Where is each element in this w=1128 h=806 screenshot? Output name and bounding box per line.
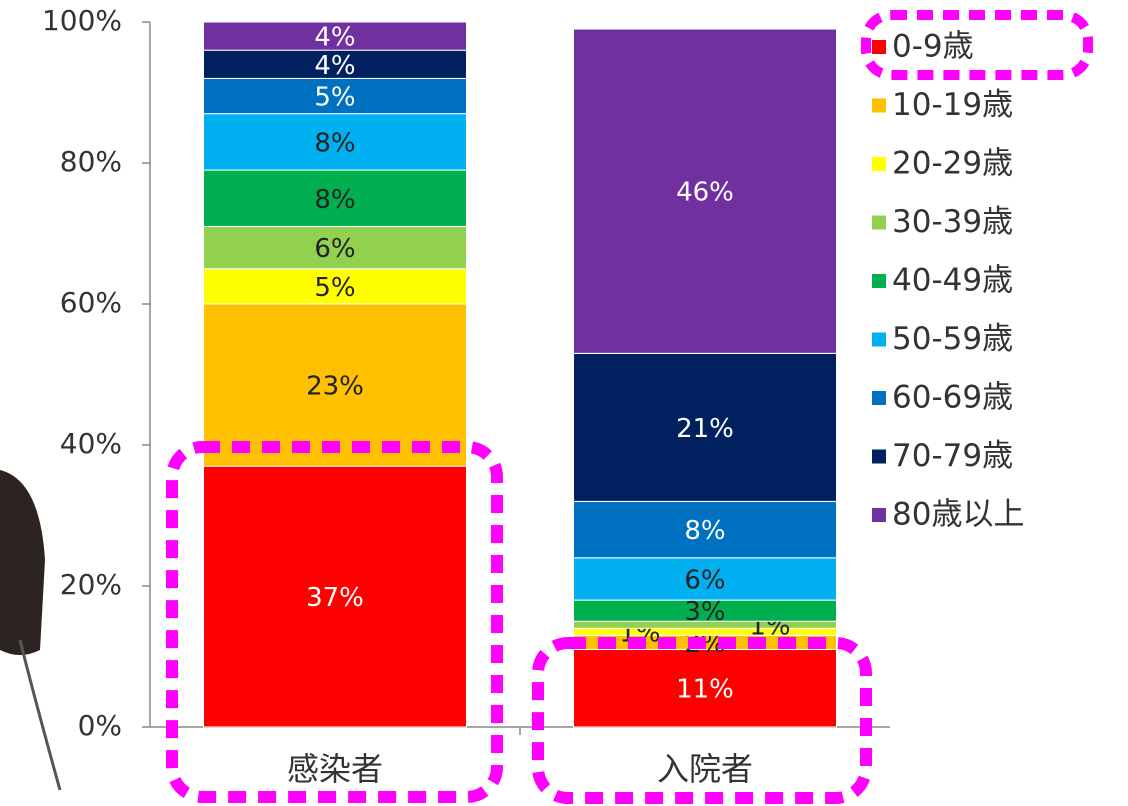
value-label: 8% [684,516,725,546]
highlight-box [166,441,503,803]
bar-segment [203,268,467,305]
bar-segment [203,465,467,728]
y-tick-label: 0% [78,709,122,742]
bar-segment [573,648,837,728]
legend-label: 10-19歳 [892,87,1013,123]
illustration [0,470,45,655]
value-label: 23% [306,372,364,402]
illustration-cord [18,639,62,791]
value-label: 3% [684,597,725,627]
legend-label: 0-9歳 [892,29,974,65]
value-label: 5% [314,83,355,113]
value-label: 5% [314,273,355,303]
legend-swatch [872,157,886,171]
legend-label: 70-79歳 [892,438,1013,474]
value-label: 46% [676,178,734,208]
y-tick-label: 60% [60,286,122,319]
bar-segment [573,627,837,636]
y-tick-label: 100% [42,4,122,37]
legend-swatch [872,332,886,347]
bar-segment [203,169,467,227]
bar-segment [573,557,837,601]
bar-segment [203,225,467,270]
bar-segment [203,21,467,51]
value-label: 8% [314,128,355,158]
legend-swatch [872,391,886,405]
x-tick-label: 感染者 [287,750,383,788]
legend-label: 80歳以上 [892,497,1024,533]
legend-label: 50-59歳 [892,321,1013,357]
value-label: 21% [676,414,734,444]
bar-segment [573,28,837,354]
legend-label: 30-39歳 [892,204,1013,240]
legend-swatch [872,98,886,113]
bar-segment [573,352,837,502]
value-label: 37% [306,583,364,613]
x-tick-label: 入院者 [657,750,753,788]
y-tick-label: 80% [60,145,122,178]
legend-swatch [872,449,886,464]
bar-segment [203,303,467,467]
highlight-box [532,637,872,804]
plot-area: 0%20%40%60%80%100%感染者37%23%5%6%8%8%5%4%4… [42,4,1025,788]
highlight-box [861,10,1093,80]
legend-swatch [872,274,886,288]
legend-label: 20-29歳 [892,146,1013,182]
value-label: 6% [684,565,725,595]
value-label: 4% [314,23,355,53]
legend-swatch [872,508,886,522]
legend-swatch [872,215,886,230]
legend-label: 40-49歳 [892,263,1013,299]
value-label: 4% [314,51,355,81]
bar-segment [203,49,467,79]
value-label: 6% [314,234,355,264]
y-tick-label: 40% [60,427,122,460]
bar-segment [573,500,837,559]
legend-label: 60-69歳 [892,380,1013,416]
y-tick-label: 20% [60,568,122,601]
value-label: 11% [676,675,734,705]
legend-swatch [872,40,886,54]
value-label: 8% [314,185,355,215]
